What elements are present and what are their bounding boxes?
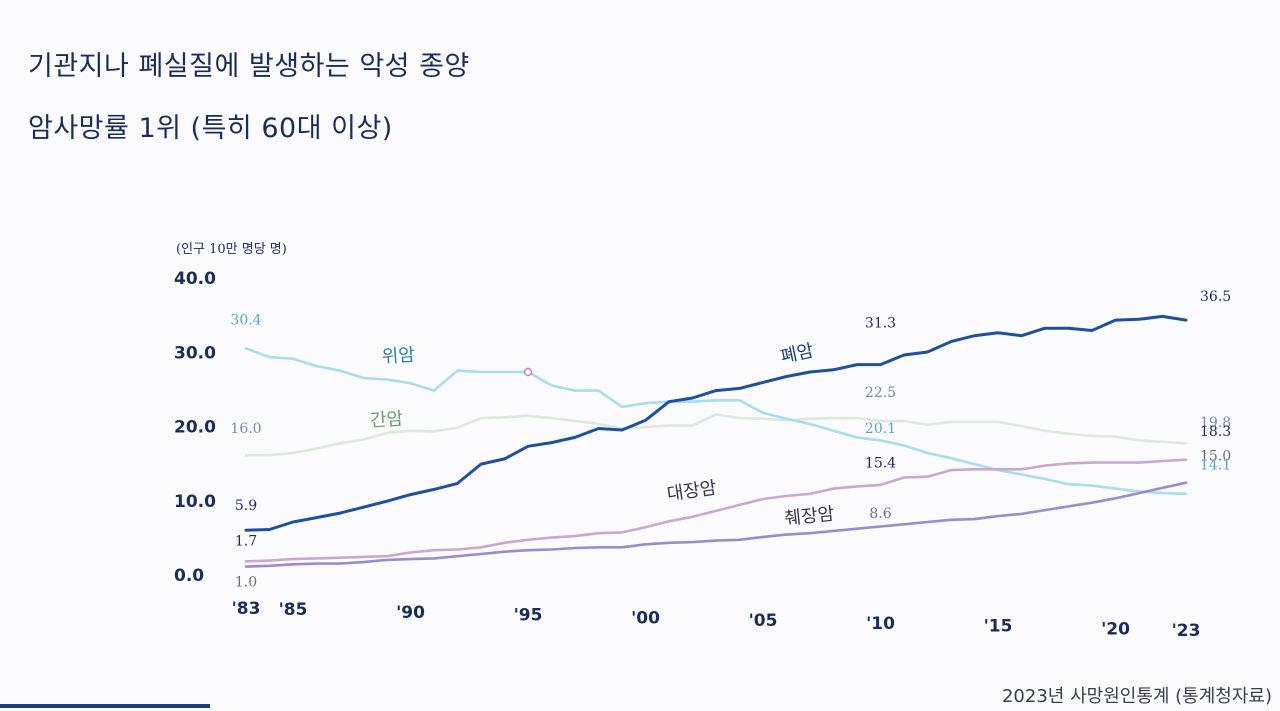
data-label-lung: 5.9	[235, 498, 257, 514]
data-label-liver: 22.5	[865, 385, 896, 401]
data-label-liver: 16.0	[230, 421, 261, 437]
y-axis: 0.0 10.0 20.0 30.0 40.0	[174, 269, 216, 586]
highlight-point	[523, 367, 533, 377]
y-tick-label: 0.0	[174, 566, 204, 586]
x-tick-label: '10	[866, 614, 895, 634]
data-label-lung: 36.5	[1200, 289, 1231, 305]
x-tick-label: '20	[1101, 619, 1130, 639]
highlight-marker	[523, 367, 533, 377]
series-line-liver	[244, 413, 1188, 457]
data-label-stomach: 30.4	[230, 312, 261, 328]
data-label-colorectal: 18.3	[1200, 424, 1231, 440]
series-lines	[244, 314, 1188, 568]
data-label-stomach: 14.1	[1200, 457, 1231, 473]
data-label-pancreas: 1.0	[235, 575, 257, 591]
source-caption: 2023년 사망원인통계 (통계청자료)	[1001, 686, 1272, 707]
y-unit-label: (인구 10만 명당 명)	[176, 242, 287, 257]
series-label-lung: 폐암	[779, 340, 816, 367]
series-label-pancreas: 췌장암	[784, 504, 836, 530]
series-label-stomach: 위암	[381, 345, 416, 368]
data-labels: 30.4 16.0 5.9 1.7 1.0 31.3 22.5 20.1 15.4 8.6 36.5…	[230, 289, 1231, 591]
x-tick-label: '23	[1172, 621, 1201, 641]
x-tick-label: '95	[514, 606, 543, 626]
page-title: 기관지나 폐실질에 발생하는 악성 종양	[28, 51, 470, 82]
series-line-pancreas	[244, 481, 1188, 568]
data-label-pancreas: 8.6	[869, 506, 891, 522]
page-subtitle: 암사망률 1위 (특히 60대 이상)	[28, 113, 393, 144]
y-tick-label: 10.0	[174, 492, 216, 512]
series-line-colorectal	[244, 458, 1188, 563]
data-label-stomach: 20.1	[865, 421, 896, 437]
x-tick-label: '85	[279, 600, 308, 620]
x-tick-label: '83	[232, 599, 261, 619]
x-tick-label: '00	[631, 608, 660, 628]
x-tick-label: '05	[749, 611, 778, 631]
series-label-liver: 간암	[369, 408, 404, 431]
x-tick-label: '90	[396, 603, 425, 623]
data-label-colorectal: 15.4	[865, 456, 896, 472]
series-line-lung	[244, 314, 1188, 532]
y-tick-label: 40.0	[174, 269, 216, 289]
y-tick-label: 30.0	[174, 343, 216, 363]
data-label-colorectal: 1.7	[235, 533, 257, 549]
data-label-liver: 19.8	[1200, 415, 1231, 431]
x-axis: '83 '85 '90 '95 '00 '05 '10 '15 '20 '23	[232, 599, 1201, 641]
x-tick-label: '15	[984, 617, 1013, 637]
data-label-pancreas: 15.0	[1200, 449, 1231, 465]
series-line-stomach	[244, 346, 1188, 496]
bottom-accent-bar	[0, 704, 210, 708]
series-label-colorectal: 대장암	[666, 477, 718, 505]
data-label-lung: 31.3	[865, 316, 896, 332]
y-tick-label: 20.0	[174, 418, 216, 438]
